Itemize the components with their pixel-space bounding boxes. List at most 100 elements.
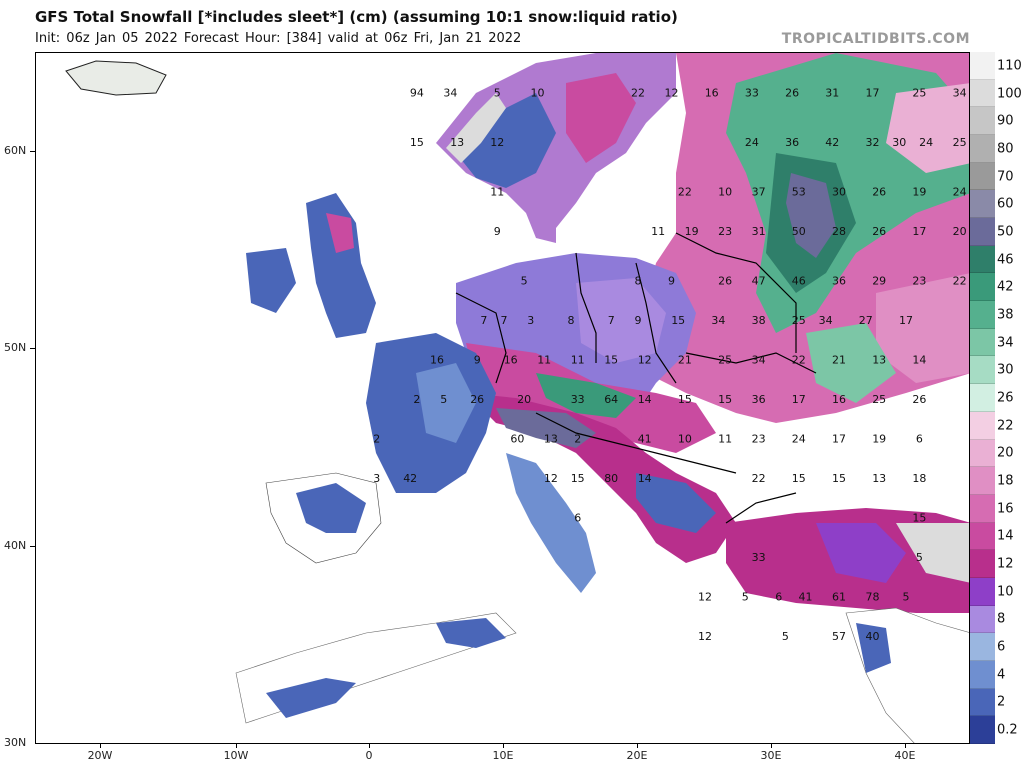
snowfall-value: 64 xyxy=(604,393,618,406)
lat-label-40n: 40N xyxy=(4,539,27,552)
snowfall-value: 7 xyxy=(608,314,615,327)
colorbar-legend: 110 100 90 80 70 60 50 46 42 38 34 30 26 22 20 18 16 14 12… xyxy=(970,52,1022,744)
snowfall-value: 31 xyxy=(825,87,839,100)
colorbar-swatch xyxy=(970,135,995,163)
colorbar-label: 34 xyxy=(997,335,1014,351)
snowfall-value: 8 xyxy=(635,274,642,287)
colorbar-label: 2 xyxy=(997,694,1006,710)
colorbar-label: 30 xyxy=(997,362,1014,378)
snowfall-value: 13 xyxy=(544,432,558,445)
colorbar-label: 110 xyxy=(997,58,1022,74)
colorbar-label: 0.2 xyxy=(997,722,1018,738)
lon-tick xyxy=(100,744,101,748)
colorbar-swatch xyxy=(970,467,995,495)
snowfall-value: 3 xyxy=(373,472,380,485)
lon-label-10e: 10E xyxy=(492,749,514,762)
snowfall-value: 25 xyxy=(792,314,806,327)
snowfall-value: 26 xyxy=(912,393,926,406)
colorbar-swatch xyxy=(970,577,995,606)
snowfall-value: 53 xyxy=(792,186,806,199)
lon-tick xyxy=(236,744,237,748)
colorbar-swatch xyxy=(970,384,995,412)
snowfall-value: 34 xyxy=(752,353,766,366)
snowfall-value: 15 xyxy=(410,136,424,149)
snowfall-value: 19 xyxy=(872,432,886,445)
snowfall-value: 9 xyxy=(474,353,481,366)
snowfall-value: 15 xyxy=(792,472,806,485)
snowfall-value: 26 xyxy=(872,225,886,238)
snowfall-value: 36 xyxy=(785,136,799,149)
snowfall-value: 20 xyxy=(517,393,531,406)
snowfall-value: 26 xyxy=(785,87,799,100)
snowfall-value: 78 xyxy=(866,590,880,603)
snowfall-value: 11 xyxy=(718,432,732,445)
colorbar-swatch xyxy=(970,245,995,274)
snowfall-value: 21 xyxy=(832,353,846,366)
snowfall-value: 2 xyxy=(373,432,380,445)
snowfall-value: 17 xyxy=(912,225,926,238)
lat-tick xyxy=(30,348,35,349)
snowfall-value: 27 xyxy=(859,314,873,327)
colorbar-swatch xyxy=(970,218,995,246)
snowfall-value: 13 xyxy=(450,136,464,149)
snowfall-value: 5 xyxy=(521,274,528,287)
snowfall-value: 10 xyxy=(718,186,732,199)
lon-tick xyxy=(503,744,504,748)
lon-label-10w: 10W xyxy=(223,749,249,762)
lon-tick xyxy=(771,744,772,748)
snowfall-value: 18 xyxy=(912,472,926,485)
snowfall-value: 28 xyxy=(832,225,846,238)
colorbar-label: 16 xyxy=(997,501,1014,517)
snowfall-value: 9 xyxy=(494,225,501,238)
snowfall-value: 47 xyxy=(752,274,766,287)
snowfall-value: 17 xyxy=(899,314,913,327)
colorbar-label: 80 xyxy=(997,141,1014,157)
snowfall-value: 37 xyxy=(752,186,766,199)
snowfall-value: 19 xyxy=(912,186,926,199)
snowfall-value: 10 xyxy=(531,87,545,100)
snowfall-value: 41 xyxy=(799,590,813,603)
snowfall-value: 15 xyxy=(912,511,926,524)
snowfall-value: 24 xyxy=(792,432,806,445)
snowfall-value: 26 xyxy=(718,274,732,287)
colorbar-swatch xyxy=(970,107,995,136)
snowfall-value: 29 xyxy=(872,274,886,287)
snowfall-value: 23 xyxy=(718,225,732,238)
colorbar-swatch xyxy=(970,301,995,329)
colorbar-swatch xyxy=(970,79,995,108)
snowfall-value: 22 xyxy=(631,87,645,100)
lon-label-20e: 20E xyxy=(626,749,648,762)
snowfall-value: 33 xyxy=(752,551,766,564)
snowfall-value: 6 xyxy=(916,432,923,445)
snowfall-value: 7 xyxy=(501,314,508,327)
lon-tick xyxy=(905,744,906,748)
colorbar-label: 100 xyxy=(997,86,1022,102)
colorbar-label: 4 xyxy=(997,667,1006,683)
colorbar-swatch xyxy=(970,660,995,689)
snowfall-value: 14 xyxy=(638,472,652,485)
colorbar-label: 90 xyxy=(997,113,1014,129)
snowfall-value: 7 xyxy=(480,314,487,327)
snowfall-value: 50 xyxy=(792,225,806,238)
snowfall-value: 12 xyxy=(638,353,652,366)
colorbar-label: 22 xyxy=(997,418,1014,434)
snowfall-value: 3 xyxy=(527,314,534,327)
snowfall-value: 32 xyxy=(866,136,880,149)
colorbar-label: 26 xyxy=(997,390,1014,406)
snowfall-value: 22 xyxy=(792,353,806,366)
lat-tick xyxy=(30,546,35,547)
colorbar-swatch xyxy=(970,688,995,717)
lon-tick xyxy=(637,744,638,748)
snowfall-value: 22 xyxy=(953,274,967,287)
snowfall-value: 17 xyxy=(866,87,880,100)
colorbar-swatch xyxy=(970,550,995,578)
snowfall-value: 8 xyxy=(568,314,575,327)
snowfall-value: 9 xyxy=(635,314,642,327)
snowfall-value: 12 xyxy=(665,87,679,100)
snowfall-value: 15 xyxy=(571,472,585,485)
snowfall-value: 21 xyxy=(678,353,692,366)
snowfall-value: 80 xyxy=(604,472,618,485)
lat-tick xyxy=(30,151,35,152)
snowfall-value: 25 xyxy=(872,393,886,406)
snow-shading xyxy=(235,53,969,743)
